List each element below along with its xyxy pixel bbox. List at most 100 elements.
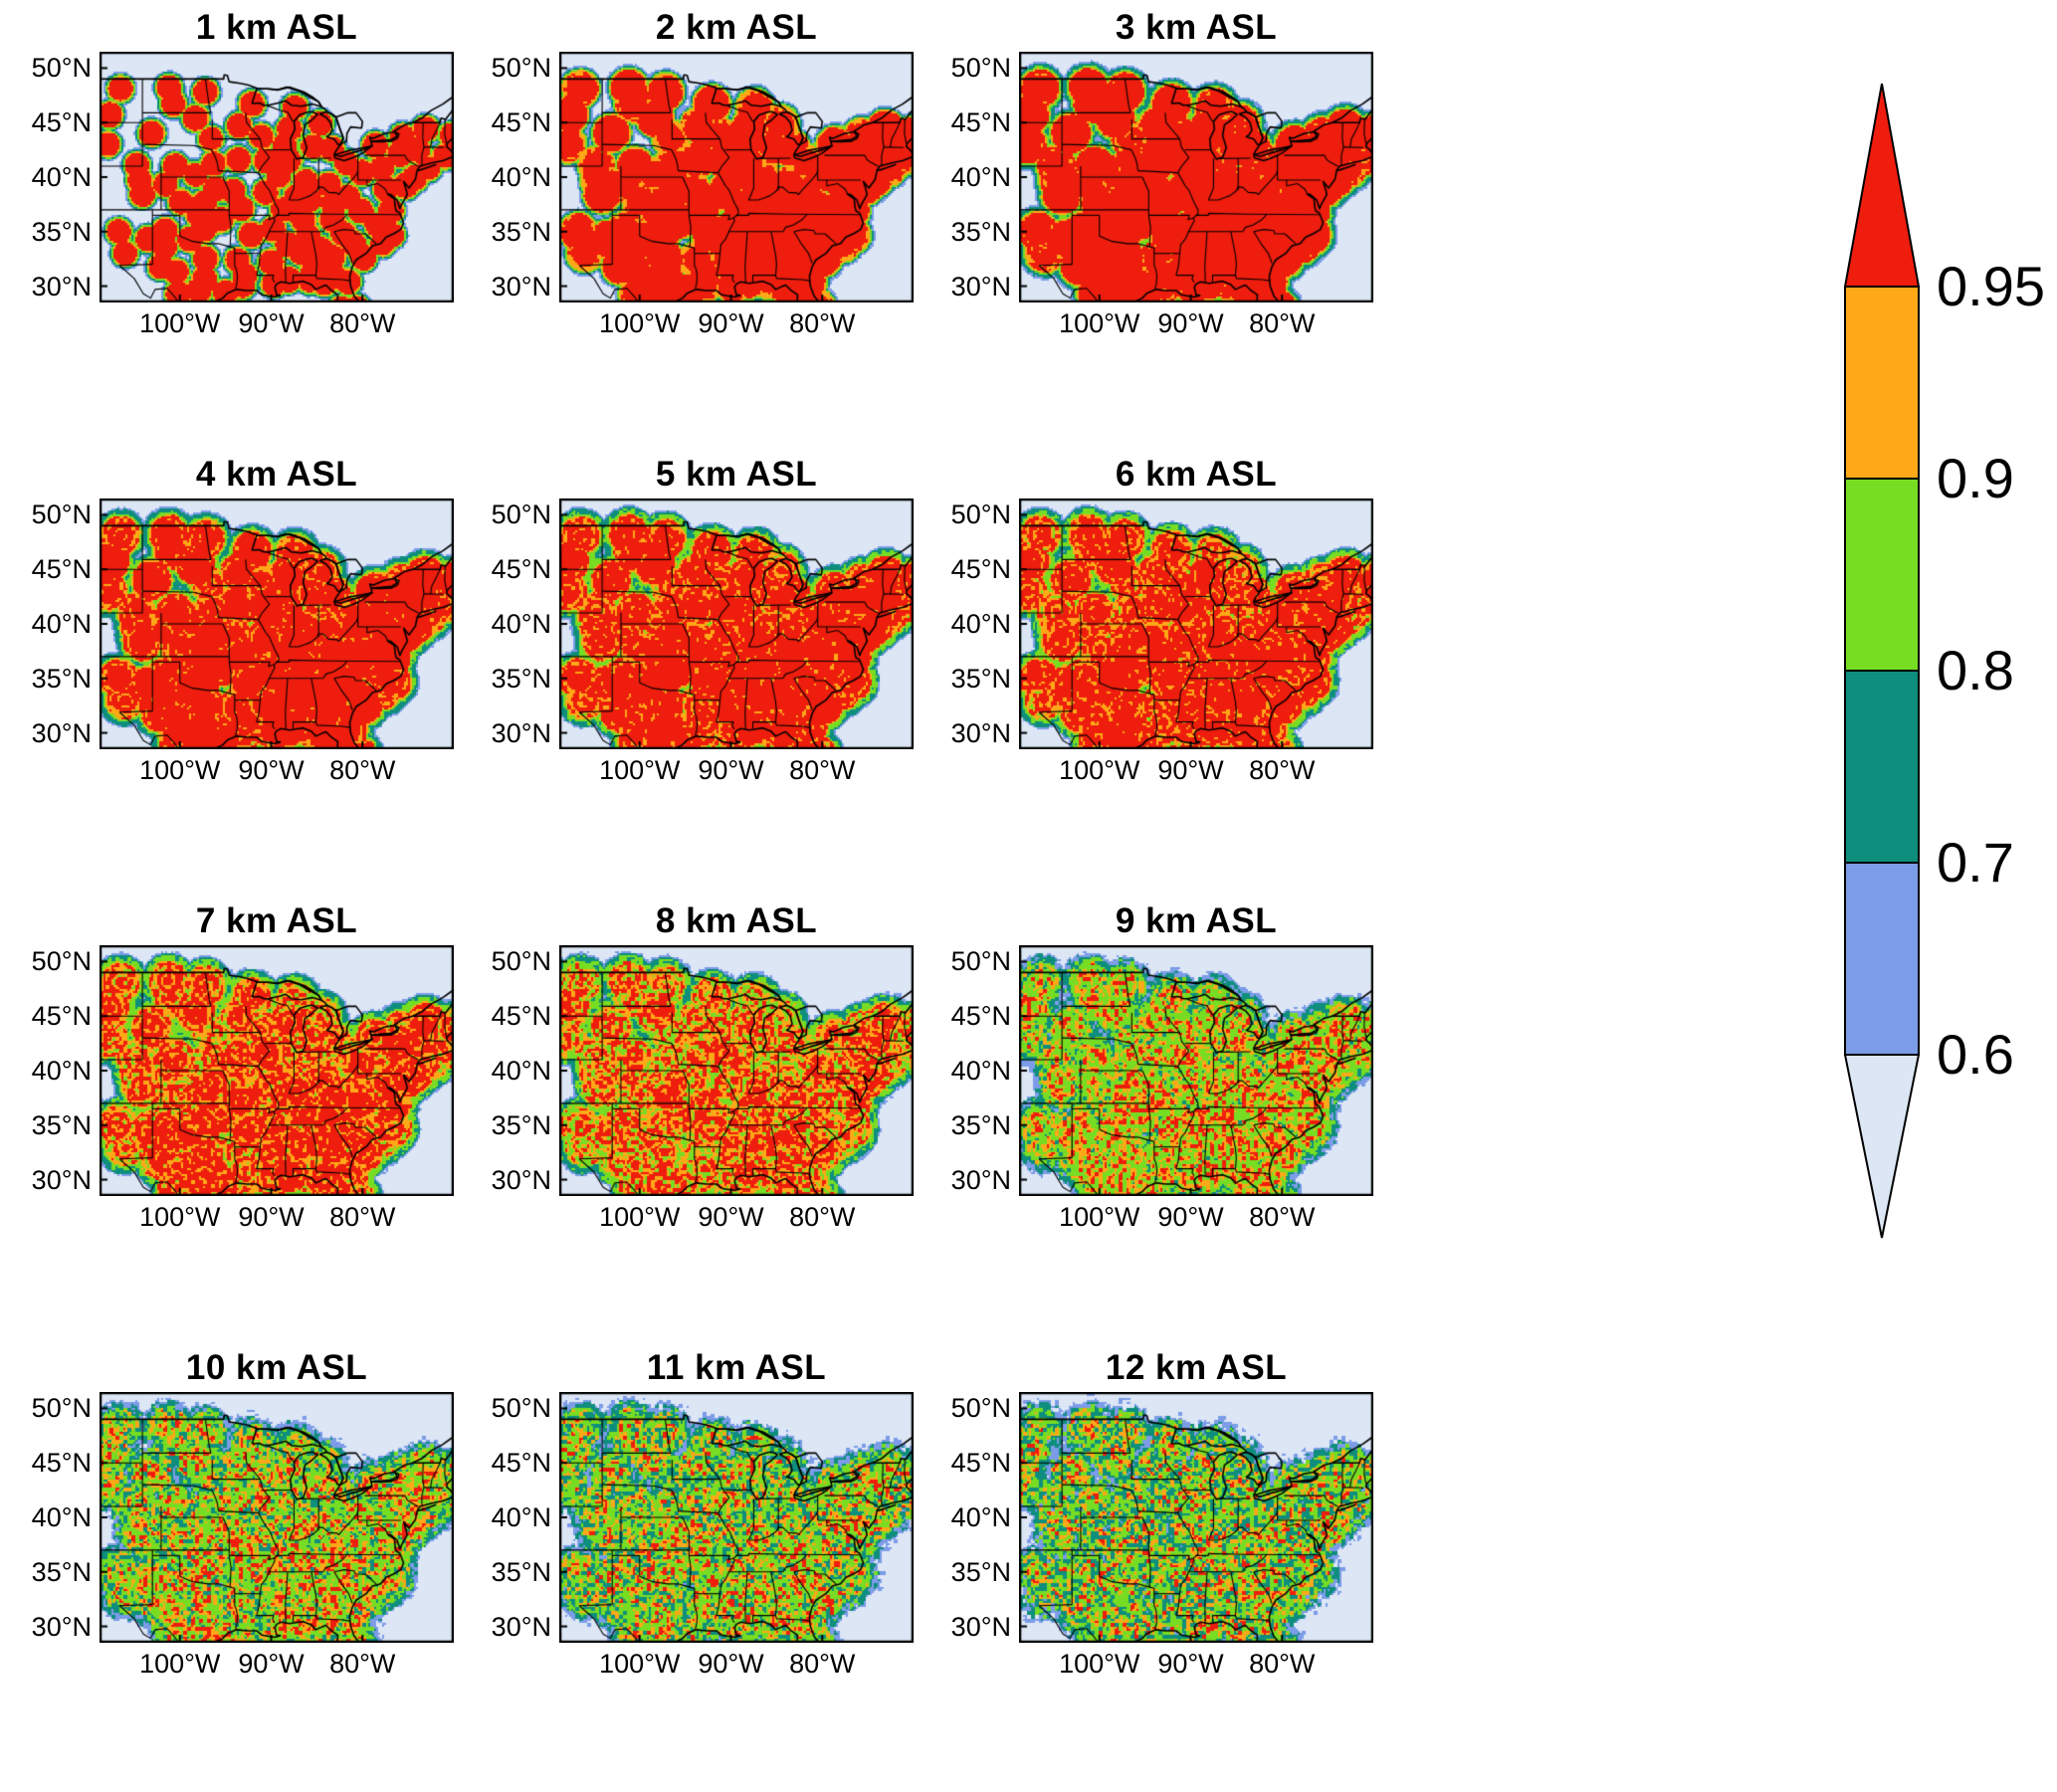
colorbar-segment-08-09 <box>1844 478 1920 672</box>
x-tick-label: 80°W <box>1249 308 1316 338</box>
y-tick-label: 35°N <box>950 663 1011 694</box>
x-tick-label: 80°W <box>789 1202 856 1232</box>
map-panel-2km: 2 km ASL 50°N 45°N 40°N 35°N 30°N 100°W 90°W 80°… <box>470 4 929 451</box>
y-tick-label: 30°N <box>31 271 92 301</box>
x-tick-label: 90°W <box>1157 755 1224 785</box>
y-tick-label: 30°N <box>950 717 1011 748</box>
x-tick-label: 100°W <box>1059 755 1140 785</box>
y-tick-label: 40°N <box>31 1502 92 1532</box>
colorbar-segment-below-06 <box>1843 1054 1921 1239</box>
panel-title: 7 km ASL <box>195 901 358 940</box>
y-tick-label: 35°N <box>950 216 1011 247</box>
x-tick-label: 80°W <box>329 755 396 785</box>
map-panel-1km: 1 km ASL 50°N 45°N 40°N 35°N 30°N 100°W 90°W 80°… <box>10 4 470 451</box>
panel-title: 12 km ASL <box>1105 1348 1288 1387</box>
colorbar-segment-above-095 <box>1843 83 1921 288</box>
colorbar-label: 0.95 <box>1937 255 2045 317</box>
map-panel-9km: 9 km ASL 50°N 45°N 40°N 35°N 30°N 100°W 90°W 80°… <box>929 897 1389 1344</box>
x-tick-label: 80°W <box>1249 1649 1316 1679</box>
y-tick-label: 50°N <box>491 499 551 530</box>
y-tick-label: 30°N <box>491 1611 551 1642</box>
panel-title: 8 km ASL <box>655 901 818 940</box>
y-tick-label: 50°N <box>950 946 1011 977</box>
x-tick-label: 80°W <box>789 1649 856 1679</box>
colorbar-label: 0.8 <box>1937 639 2014 701</box>
map-canvas-3km <box>1019 52 1373 302</box>
y-tick-label: 30°N <box>31 1164 92 1195</box>
y-tick-label: 50°N <box>31 499 92 530</box>
y-tick-label: 30°N <box>31 717 92 748</box>
y-tick-label: 50°N <box>491 1393 551 1424</box>
y-tick-label: 30°N <box>491 1164 551 1195</box>
y-tick-label: 35°N <box>950 1556 1011 1587</box>
y-tick-label: 30°N <box>491 717 551 748</box>
x-tick-label: 100°W <box>599 1202 681 1232</box>
map-canvas-11km <box>559 1392 914 1643</box>
map-canvas-5km <box>559 498 914 749</box>
map-canvas-9km <box>1019 945 1373 1196</box>
x-tick-label: 100°W <box>599 755 681 785</box>
x-tick-label: 80°W <box>1249 1202 1316 1232</box>
map-canvas-10km <box>100 1392 454 1643</box>
y-tick-label: 30°N <box>950 1164 1011 1195</box>
y-tick-label: 45°N <box>31 1448 92 1479</box>
y-tick-label: 30°N <box>491 271 551 301</box>
y-tick-label: 35°N <box>31 663 92 694</box>
y-tick-label: 45°N <box>950 554 1011 585</box>
y-tick-label: 40°N <box>31 162 92 192</box>
panel-title: 9 km ASL <box>1115 901 1278 940</box>
y-tick-label: 40°N <box>31 609 92 639</box>
y-tick-label: 45°N <box>491 1448 551 1479</box>
panel-title: 11 km ASL <box>646 1348 827 1387</box>
map-canvas-7km <box>100 945 454 1196</box>
panel-title: 10 km ASL <box>185 1348 368 1387</box>
x-tick-label: 100°W <box>599 1649 681 1679</box>
x-tick-label: 100°W <box>1059 1202 1140 1232</box>
map-canvas-8km <box>559 945 914 1196</box>
map-canvas-6km <box>1019 498 1373 749</box>
y-tick-label: 50°N <box>950 499 1011 530</box>
colorbar-segment-06-07 <box>1844 862 1920 1056</box>
y-tick-label: 50°N <box>31 946 92 977</box>
x-tick-label: 100°W <box>139 1202 221 1232</box>
y-tick-label: 50°N <box>31 1393 92 1424</box>
map-canvas-12km <box>1019 1392 1373 1643</box>
y-tick-label: 45°N <box>491 554 551 585</box>
y-tick-label: 35°N <box>950 1109 1011 1140</box>
map-panel-4km: 4 km ASL 50°N 45°N 40°N 35°N 30°N 100°W 90°W 80°… <box>10 451 470 897</box>
y-tick-label: 45°N <box>950 1448 1011 1479</box>
panel-title: 3 km ASL <box>1115 8 1278 47</box>
y-tick-label: 35°N <box>31 1556 92 1587</box>
x-tick-label: 90°W <box>238 1649 305 1679</box>
x-tick-label: 80°W <box>329 1649 396 1679</box>
x-tick-label: 80°W <box>329 1202 396 1232</box>
panel-grid: 1 km ASL 50°N 45°N 40°N 35°N 30°N 100°W 90°W 80°… <box>10 4 1389 1791</box>
x-tick-label: 90°W <box>698 308 764 338</box>
y-tick-label: 35°N <box>491 1109 551 1140</box>
x-tick-label: 80°W <box>789 308 856 338</box>
y-tick-label: 40°N <box>950 1056 1011 1086</box>
x-tick-label: 90°W <box>1157 1202 1224 1232</box>
panel-title: 5 km ASL <box>655 455 818 494</box>
panel-title: 1 km ASL <box>195 8 358 47</box>
y-tick-label: 45°N <box>31 107 92 138</box>
y-tick-label: 40°N <box>491 1056 551 1086</box>
map-canvas-1km <box>100 52 454 302</box>
map-canvas-2km <box>559 52 914 302</box>
map-panel-5km: 5 km ASL 50°N 45°N 40°N 35°N 30°N 100°W 90°W 80°… <box>470 451 929 897</box>
y-tick-label: 40°N <box>491 1502 551 1532</box>
panel-title: 4 km ASL <box>195 455 358 494</box>
panel-title: 2 km ASL <box>655 8 818 47</box>
x-tick-label: 100°W <box>599 308 681 338</box>
y-tick-label: 40°N <box>950 609 1011 639</box>
colorbar-label: 0.7 <box>1937 831 2014 894</box>
x-tick-label: 90°W <box>698 1649 764 1679</box>
y-tick-label: 30°N <box>950 1611 1011 1642</box>
x-tick-label: 90°W <box>698 1202 764 1232</box>
x-tick-label: 90°W <box>1157 1649 1224 1679</box>
colorbar-label: 0.9 <box>1937 447 2014 509</box>
y-tick-label: 50°N <box>950 1393 1011 1424</box>
y-tick-label: 40°N <box>950 1502 1011 1532</box>
x-tick-label: 90°W <box>698 755 764 785</box>
